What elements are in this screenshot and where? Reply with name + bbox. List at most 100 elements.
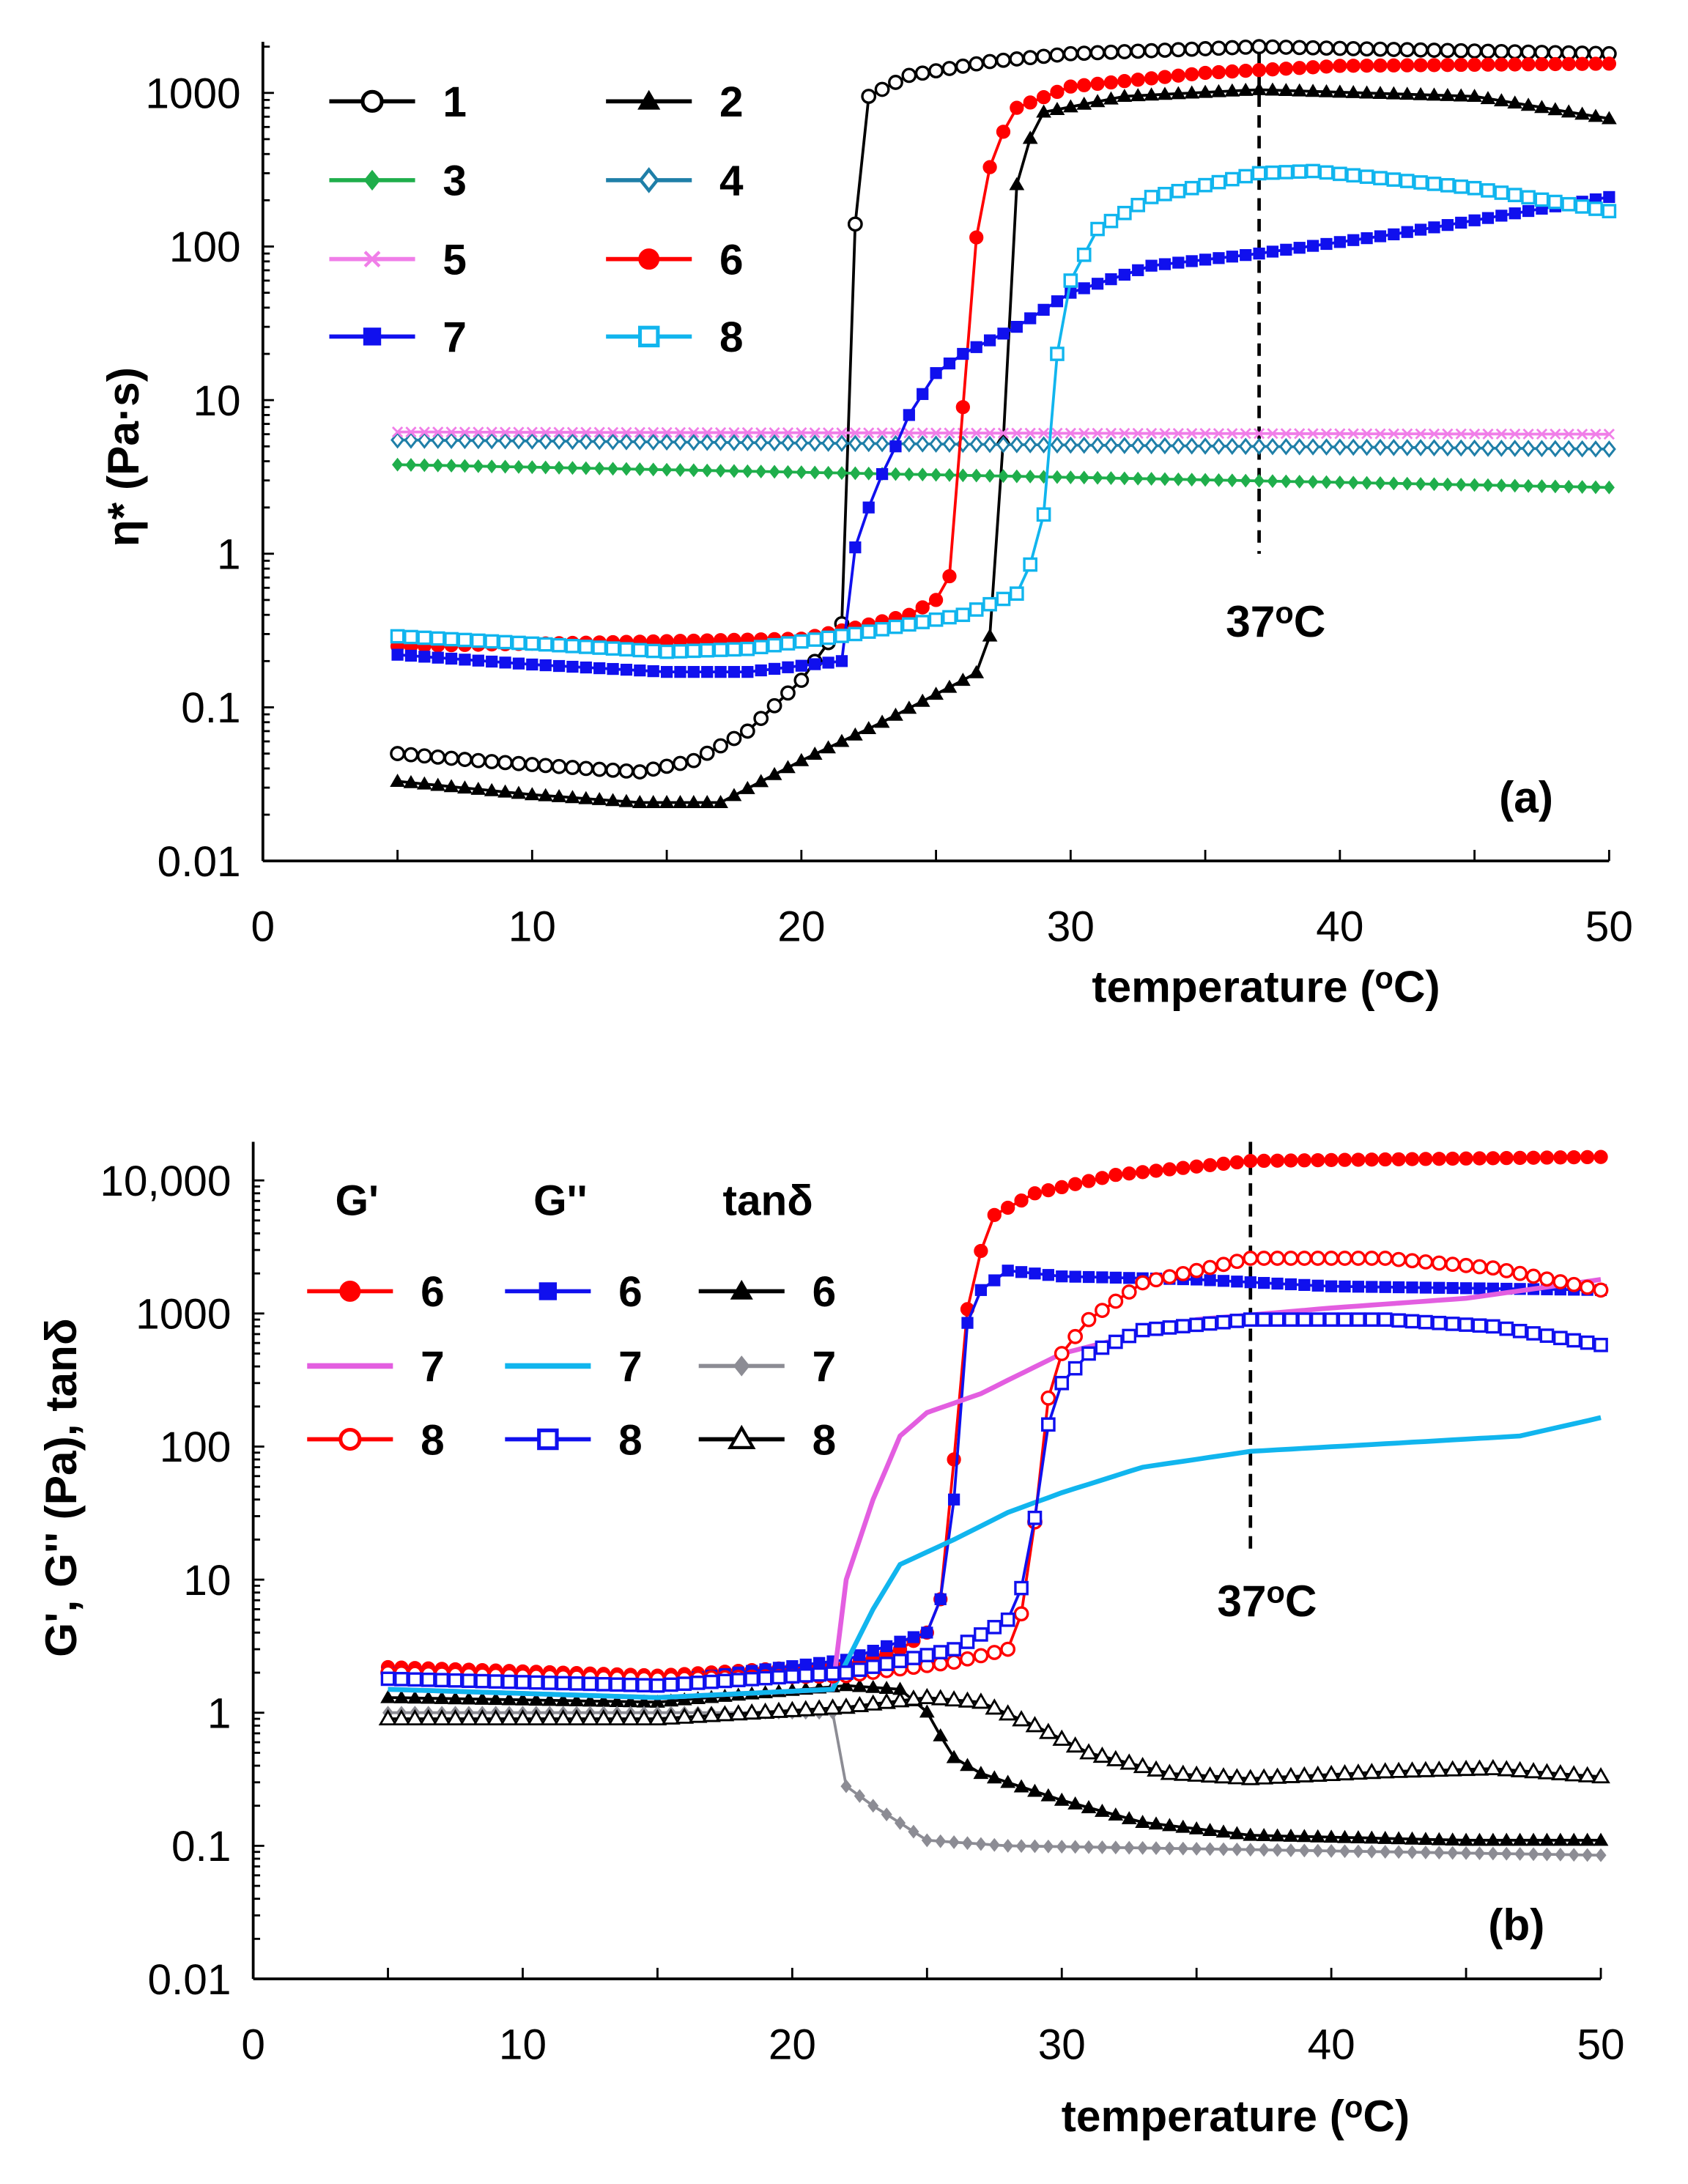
data-point	[1202, 1823, 1218, 1836]
legend-entry: 8	[698, 1416, 837, 1464]
legend-label: 8	[812, 1416, 837, 1464]
data-point	[867, 1799, 879, 1813]
data-point	[1162, 1269, 1177, 1284]
data-point	[390, 774, 405, 787]
data-point	[1468, 214, 1481, 226]
data-point	[1580, 1832, 1596, 1846]
x-axis-label-text: temperature (	[1092, 962, 1375, 1012]
data-point	[1601, 111, 1617, 125]
data-point	[1133, 1756, 1152, 1774]
data-point	[1404, 1253, 1420, 1269]
x-axis-label-sup: o	[1344, 2089, 1363, 2124]
data-point	[1014, 1193, 1029, 1208]
data-point	[1499, 1321, 1514, 1336]
data-point	[1245, 1843, 1256, 1857]
x-tick-label: 0	[241, 2021, 265, 2069]
data-point	[921, 1833, 933, 1848]
data-point	[996, 591, 1011, 607]
data-point	[847, 727, 863, 741]
data-point	[946, 1750, 962, 1763]
data-point	[1391, 1313, 1406, 1328]
data-point	[513, 1709, 533, 1726]
data-point	[741, 426, 753, 439]
data-point	[785, 1669, 800, 1684]
data-point	[1320, 475, 1333, 489]
data-point	[1332, 40, 1348, 56]
data-point	[834, 629, 849, 643]
x-tick-label: 10	[508, 903, 556, 951]
data-point	[1185, 437, 1199, 455]
data-point	[865, 1659, 881, 1674]
data-point	[569, 1676, 584, 1691]
data-point	[879, 1656, 894, 1671]
data-point	[1283, 1828, 1299, 1842]
data-point	[809, 427, 821, 439]
data-point	[1054, 1346, 1070, 1361]
data-point	[1485, 1260, 1501, 1276]
data-point	[432, 651, 444, 664]
data-point	[417, 630, 432, 645]
legend-label: 8	[618, 1416, 643, 1464]
data-point	[1103, 437, 1118, 454]
data-point	[1015, 1839, 1027, 1854]
data-point	[1267, 1767, 1287, 1784]
data-point	[1092, 427, 1103, 439]
data-point	[1404, 1314, 1420, 1329]
data-point	[392, 457, 404, 472]
data-point	[1575, 440, 1590, 458]
x-axis-label-end: C)	[1363, 2091, 1410, 2141]
data-point	[982, 435, 997, 454]
data-point	[1225, 171, 1240, 187]
data-point	[1566, 1832, 1582, 1846]
data-point	[444, 632, 459, 647]
data-point	[1413, 58, 1428, 73]
data-point	[1215, 1256, 1232, 1273]
data-point	[1386, 172, 1402, 187]
data-point	[690, 1676, 706, 1690]
data-point	[1229, 1826, 1245, 1840]
data-point	[1391, 1251, 1407, 1267]
data-point	[580, 426, 592, 438]
data-point	[593, 426, 605, 438]
data-point	[907, 1631, 920, 1643]
data-point	[1043, 1839, 1054, 1854]
data-point	[1509, 428, 1521, 440]
data-point	[1402, 428, 1413, 440]
data-point	[1211, 174, 1226, 190]
data-point	[1497, 1760, 1517, 1777]
data-point	[1229, 1155, 1245, 1170]
data-point	[593, 461, 605, 475]
data-point	[849, 427, 861, 439]
data-point	[1324, 1152, 1339, 1168]
data-point	[378, 1709, 398, 1726]
data-point	[1204, 1274, 1216, 1287]
y-tick-label: 100	[160, 1424, 232, 1471]
data-point	[1199, 473, 1211, 487]
data-point	[1413, 439, 1428, 456]
data-point	[904, 1689, 923, 1706]
data-point	[1184, 41, 1200, 57]
data-point	[1010, 100, 1024, 115]
data-point	[1391, 1831, 1407, 1845]
data-point	[605, 762, 621, 778]
data-point	[1345, 84, 1361, 98]
data-point	[969, 602, 984, 617]
data-point	[1361, 232, 1373, 245]
data-point	[1360, 438, 1374, 456]
data-point	[769, 426, 780, 439]
data-point	[405, 458, 417, 473]
legend-entry: 3	[329, 158, 467, 205]
data-point	[1339, 1844, 1351, 1859]
data-point	[700, 433, 714, 451]
data-point	[1042, 1269, 1054, 1281]
data-point	[755, 426, 767, 439]
data-point	[688, 463, 700, 478]
data-point	[1172, 472, 1184, 486]
data-point	[1447, 1846, 1459, 1860]
data-point	[1078, 470, 1090, 485]
data-point	[699, 745, 715, 761]
legend-header: G'	[336, 1177, 379, 1225]
data-point	[1119, 471, 1130, 486]
data-point	[1522, 428, 1534, 440]
data-point	[500, 459, 511, 474]
